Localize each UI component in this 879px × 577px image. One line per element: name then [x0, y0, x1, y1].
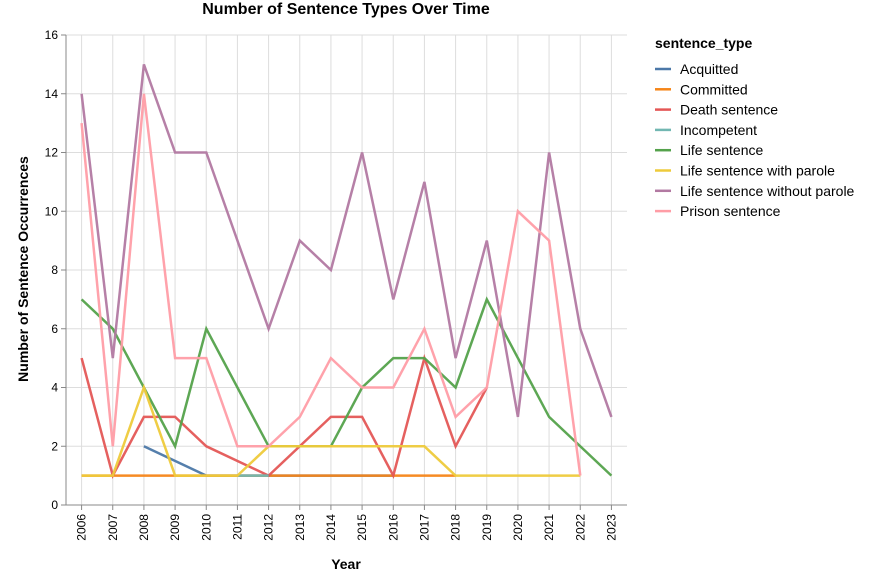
legend-label: Life sentence: [680, 142, 763, 158]
legend-label: Acquitted: [680, 61, 738, 77]
x-tick-label: 2015: [355, 514, 369, 541]
x-tick-label: 2011: [230, 514, 244, 540]
x-tick-label: 2010: [199, 514, 213, 541]
y-tick-label: 10: [45, 204, 59, 218]
y-tick-label: 6: [51, 322, 58, 336]
y-tick-label: 16: [45, 28, 59, 42]
x-tick-label: 2019: [480, 514, 494, 541]
y-tick-label: 2: [51, 439, 58, 453]
legend-label: Incompetent: [680, 122, 757, 138]
x-tick-label: 2016: [386, 514, 400, 541]
y-tick-label: 0: [51, 498, 58, 512]
y-tick-label: 8: [51, 263, 58, 277]
x-tick-label: 2023: [604, 514, 618, 541]
x-tick-label: 2012: [262, 514, 276, 541]
x-tick-label: 2021: [542, 514, 556, 541]
axes: 0 2 4 6 8 10 12 14 16 2006 2007 2008 2009 2010 2011 201…: [45, 28, 627, 541]
legend-label: Death sentence: [680, 102, 778, 118]
series-lines: [80, 63, 613, 480]
y-tick-label: 4: [51, 381, 58, 395]
legend-label: Prison sentence: [680, 203, 781, 219]
legend-label: Committed: [680, 81, 748, 97]
legend-title: sentence_type: [655, 35, 752, 51]
x-tick-label: 2022: [573, 514, 587, 541]
x-tick-label: 2020: [511, 514, 525, 541]
x-tick-label: 2006: [75, 514, 89, 541]
x-tick-label: 2008: [137, 514, 151, 541]
legend-label: Life sentence with parole: [680, 163, 835, 179]
series-line-life-sentence-without-parole: [80, 63, 613, 418]
y-tick-label: 12: [45, 146, 59, 160]
series-line-death-sentence: [80, 353, 488, 480]
x-tick-label: 2017: [417, 514, 431, 541]
x-tick-label: 2007: [106, 514, 120, 541]
x-tick-label: 2018: [449, 514, 463, 541]
x-tick-label: 2009: [168, 514, 182, 541]
x-tick-label: 2013: [293, 514, 307, 541]
series-line-life-sentence-with-parole: [81, 383, 581, 477]
legend: sentence_type Acquitted Committed Death se…: [655, 35, 855, 219]
legend-label: Life sentence without parole: [680, 183, 855, 199]
grid: [66, 34, 627, 506]
chart-title: Number of Sentence Types Over Time: [202, 1, 490, 18]
y-axis-title: Number of Sentence Occurrences: [15, 156, 31, 382]
y-tick-label: 14: [45, 87, 59, 101]
x-axis-title: Year: [331, 556, 361, 572]
series-line-prison-sentence: [80, 93, 582, 476]
x-tick-label: 2014: [324, 514, 338, 541]
